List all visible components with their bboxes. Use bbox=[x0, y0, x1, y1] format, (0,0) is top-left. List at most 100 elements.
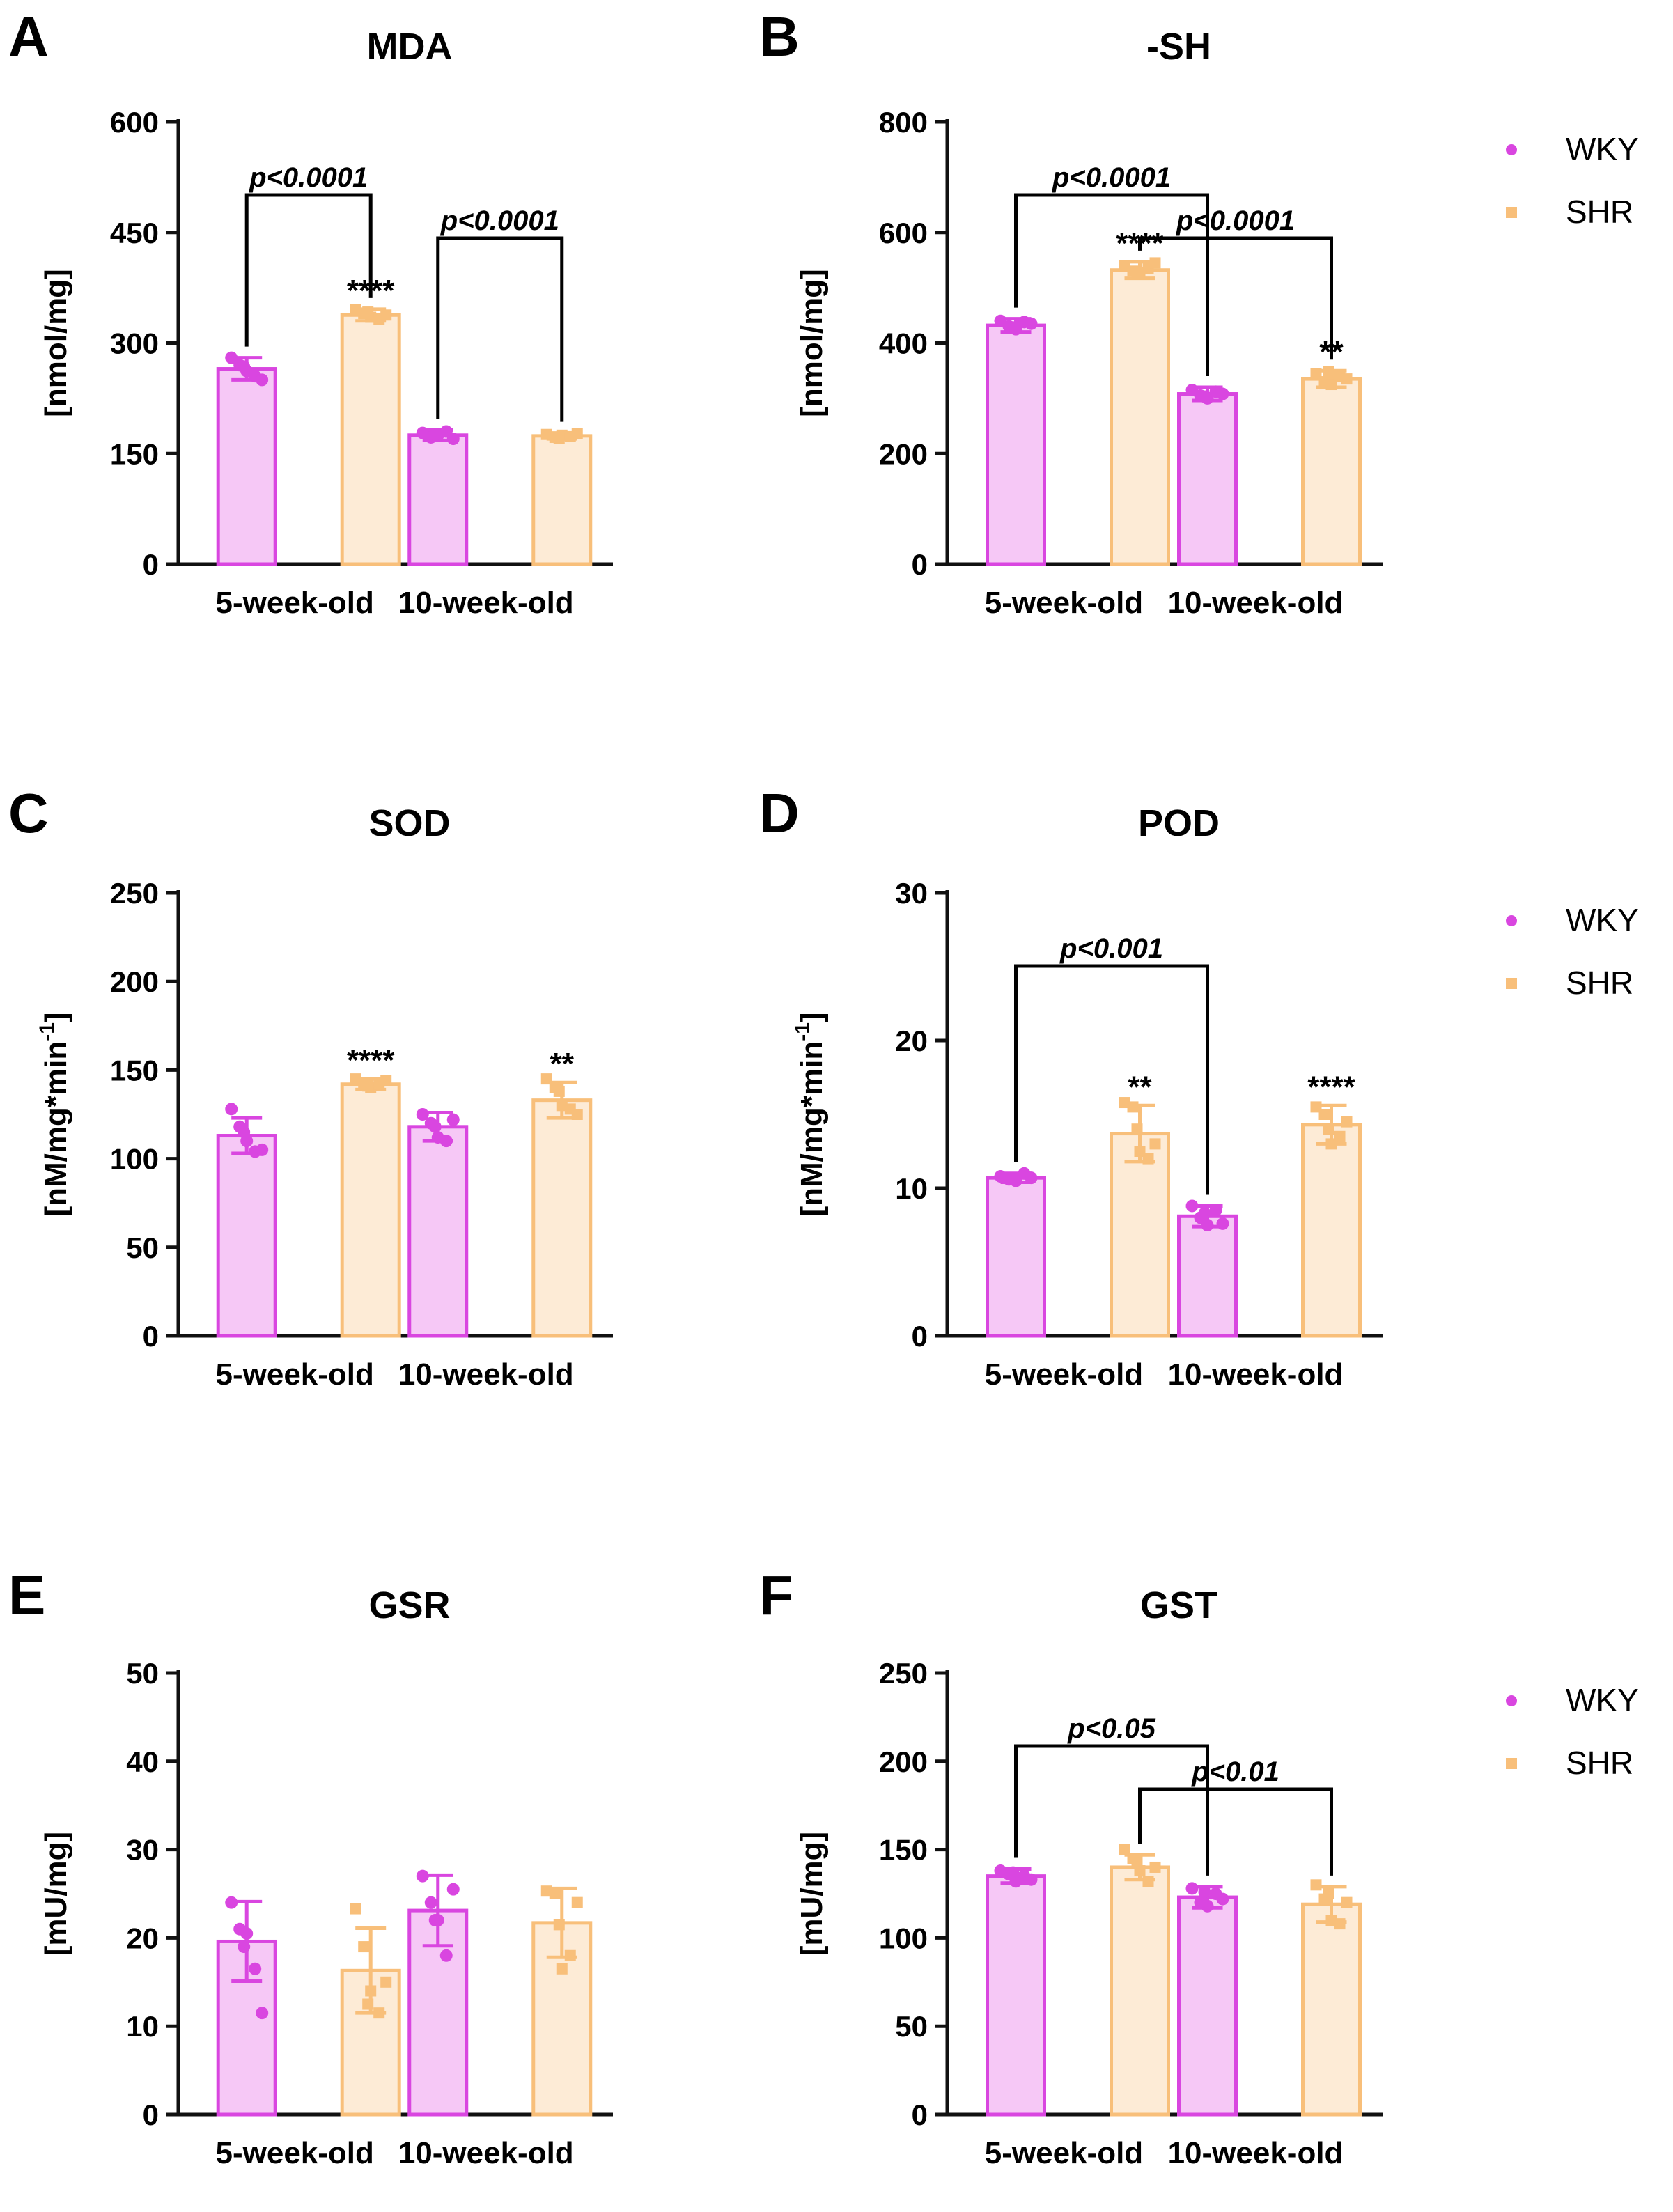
data-point bbox=[256, 1143, 269, 1156]
data-point bbox=[362, 306, 374, 318]
y-tick-label: 30 bbox=[895, 877, 928, 910]
panel-letter: E bbox=[8, 1564, 45, 1626]
x-category-label: 10-week-old bbox=[1168, 1357, 1344, 1392]
data-point bbox=[1006, 1866, 1020, 1879]
data-point bbox=[1131, 1123, 1143, 1135]
y-tick-label: 20 bbox=[895, 1025, 928, 1057]
data-point bbox=[428, 1914, 442, 1927]
panel-E: E GSR 0 10 20 30 40 50 5-week-old 10-week-old [mU/… bbox=[8, 1564, 613, 2170]
y-tick-label: 600 bbox=[110, 106, 159, 139]
data-point bbox=[1006, 1173, 1020, 1186]
significance-bracket bbox=[436, 236, 564, 422]
data-point bbox=[1134, 1865, 1146, 1877]
y-tick-label: 50 bbox=[126, 1657, 159, 1690]
data-point bbox=[238, 1126, 251, 1139]
chart-title: SOD bbox=[368, 802, 450, 844]
y-tick-label: 0 bbox=[143, 548, 159, 581]
p-value-label: p<0.0001 bbox=[249, 162, 368, 193]
data-point bbox=[1119, 1844, 1130, 1855]
legend-label: SHR bbox=[1566, 965, 1633, 1001]
x-category-label: 5-week-old bbox=[985, 2136, 1143, 2170]
bar-shr bbox=[531, 434, 593, 566]
y-tick-label: 50 bbox=[126, 1231, 159, 1264]
p-value-label: p<0.0001 bbox=[440, 205, 559, 236]
significance-bracket bbox=[1014, 193, 1209, 376]
y-tick-label: 300 bbox=[110, 327, 159, 360]
data-point bbox=[380, 309, 392, 321]
bar-wky bbox=[1177, 1214, 1238, 1338]
data-point bbox=[446, 433, 460, 446]
y-tick-label: 10 bbox=[895, 1172, 928, 1205]
y-tick-label: 250 bbox=[879, 1657, 928, 1690]
bar-shr bbox=[1301, 1902, 1362, 2117]
panel-letter: D bbox=[759, 782, 800, 844]
legend-label: WKY bbox=[1566, 902, 1639, 938]
data-point bbox=[238, 1940, 251, 1954]
x-category-label: 5-week-old bbox=[985, 1357, 1143, 1392]
x-category-label: 5-week-old bbox=[216, 2136, 374, 2170]
y-tick-label: 100 bbox=[879, 1922, 928, 1954]
significance-stars: ** bbox=[550, 1047, 575, 1081]
x-category-label: 10-week-old bbox=[398, 1357, 574, 1392]
y-tick-label: 100 bbox=[110, 1143, 159, 1176]
bar-shr bbox=[531, 1098, 593, 1338]
data-point bbox=[1323, 1888, 1334, 1899]
data-point bbox=[225, 1103, 238, 1116]
y-tick-label: 0 bbox=[912, 1320, 928, 1353]
y-tick-label: 10 bbox=[126, 2010, 159, 2043]
data-point bbox=[564, 1949, 576, 1961]
chart-title: GSR bbox=[368, 1584, 450, 1626]
panel-F: F GST 0 50 100 150 200 250 5-week-old 10-week-old… bbox=[759, 1564, 1639, 2170]
data-point bbox=[428, 428, 442, 441]
data-point bbox=[1185, 1199, 1199, 1213]
bar-wky bbox=[216, 1134, 277, 1338]
legend-label: WKY bbox=[1566, 1682, 1639, 1718]
panel-letter: F bbox=[759, 1564, 793, 1626]
y-axis-label: [mU/mg] bbox=[795, 1832, 829, 1956]
p-value-label: p<0.0001 bbox=[1052, 162, 1171, 193]
x-category-label: 5-week-old bbox=[216, 1357, 374, 1392]
bar-wky bbox=[407, 433, 469, 566]
data-point bbox=[1341, 1116, 1353, 1128]
y-tick-label: 450 bbox=[110, 217, 159, 249]
y-tick-label: 40 bbox=[126, 1745, 159, 1778]
significance-stars: **** bbox=[347, 1043, 395, 1077]
significance-bracket bbox=[244, 193, 373, 347]
data-point bbox=[439, 1135, 453, 1148]
data-point bbox=[416, 1869, 429, 1883]
bar-wky bbox=[1177, 1895, 1238, 2117]
data-point bbox=[362, 1998, 374, 2010]
data-point bbox=[1334, 1918, 1346, 1930]
data-point bbox=[380, 1976, 392, 1988]
x-category-label: 10-week-old bbox=[398, 2136, 574, 2170]
y-tick-label: 150 bbox=[110, 1054, 159, 1086]
bar-shr bbox=[1110, 1865, 1170, 2117]
p-value-label: p<0.0001 bbox=[1176, 205, 1295, 236]
bar-wky bbox=[1177, 392, 1238, 566]
panel-B: B -SH 0 200 400 600 800 5-week-old 10-week-old [n… bbox=[759, 6, 1639, 620]
panel-letter: A bbox=[8, 6, 49, 68]
y-tick-label: 20 bbox=[126, 1922, 159, 1954]
data-point bbox=[249, 1962, 262, 1975]
data-point bbox=[373, 2007, 385, 2019]
data-point bbox=[1216, 387, 1229, 400]
significance-bracket bbox=[1014, 1744, 1209, 1876]
chart-title: -SH bbox=[1146, 26, 1211, 68]
legend-marker-wky bbox=[1506, 1695, 1517, 1706]
data-point bbox=[549, 1888, 561, 1899]
x-category-label: 5-week-old bbox=[985, 586, 1143, 620]
legend-label: SHR bbox=[1566, 194, 1633, 230]
data-point bbox=[571, 428, 583, 439]
y-axis-label-end: ] bbox=[795, 1012, 829, 1022]
data-point bbox=[1323, 1123, 1334, 1135]
panel-letter: C bbox=[8, 782, 49, 844]
data-point bbox=[540, 1073, 552, 1085]
data-point bbox=[1127, 1101, 1139, 1113]
x-category-label: 10-week-old bbox=[398, 586, 574, 620]
data-point bbox=[1216, 1892, 1229, 1906]
p-value-label: p<0.05 bbox=[1067, 1713, 1155, 1744]
data-point bbox=[1341, 373, 1353, 385]
y-axis-label-superscript: -1 bbox=[36, 1022, 59, 1041]
panel-A: A MDA 0 150 300 450 600 5-week-old 10-week-old [n… bbox=[8, 6, 613, 620]
